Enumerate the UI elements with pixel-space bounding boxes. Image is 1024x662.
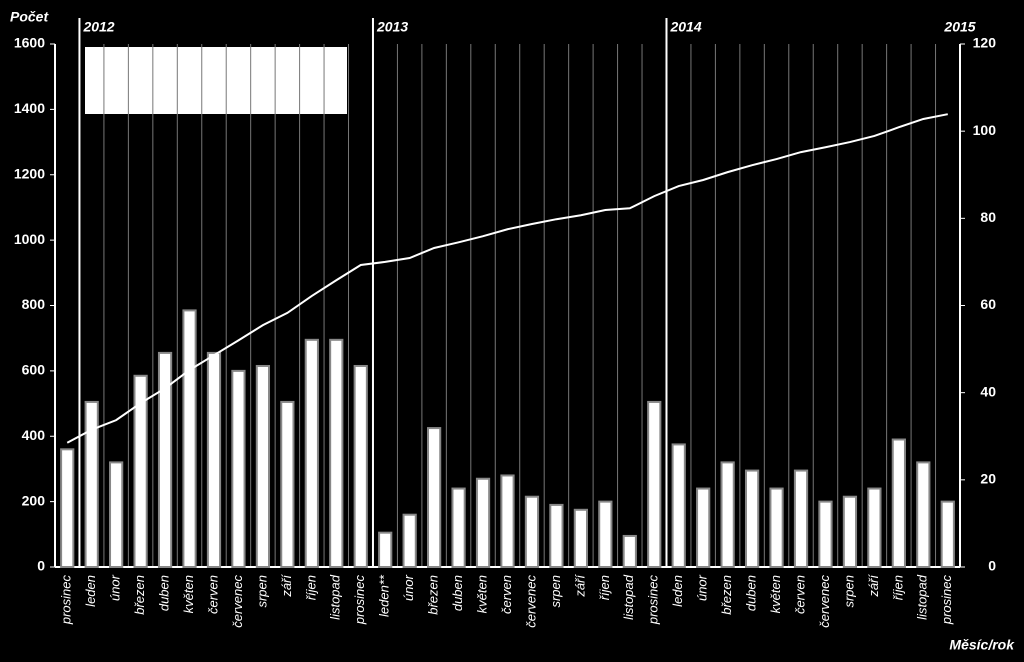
x-tick-label: červenec (523, 575, 538, 628)
x-tick-label: listopad (621, 574, 636, 620)
bar (769, 487, 784, 568)
y-tick-label: 1000 (14, 231, 45, 247)
y2-tick-label: 100 (973, 122, 997, 138)
bar (280, 400, 295, 568)
bar (402, 513, 417, 569)
bar (549, 503, 564, 568)
bar (329, 338, 344, 568)
year-label: 2014 (669, 19, 701, 35)
bar (696, 487, 711, 568)
bar (378, 531, 393, 568)
x-tick-label: duben (157, 575, 172, 611)
x-tick-label: červen (499, 575, 514, 614)
bar (133, 374, 148, 569)
bar (744, 469, 760, 568)
x-tick-label: březen (719, 575, 734, 615)
x-tick-label: červenec (230, 575, 245, 628)
x-tick-label: únor (401, 574, 416, 601)
x-tick-label: prosinec (352, 575, 367, 626)
x-tick-label: říjen (890, 575, 905, 600)
x-tick-label: únor (695, 574, 710, 601)
bar (157, 351, 173, 568)
x-tick-label: červenec (817, 575, 832, 628)
x-tick-label: leden (83, 575, 98, 607)
bar (475, 477, 491, 568)
y-axis-title: Počet (10, 9, 49, 25)
bar (84, 400, 99, 568)
y2-tick-label: 20 (980, 471, 996, 487)
y-tick-label: 1200 (14, 165, 45, 181)
x-tick-label: listopad (328, 574, 343, 620)
x-tick-label: duben (450, 575, 465, 611)
y-tick-label: 600 (22, 362, 46, 378)
y-tick-label: 0 (37, 558, 45, 574)
x-tick-label: listopad (915, 574, 930, 620)
x-tick-label: březen (132, 575, 147, 615)
x-tick-label: únor (108, 574, 123, 601)
bar (304, 338, 319, 568)
year-label: 2015 (943, 19, 975, 35)
x-tick-label: září (279, 574, 294, 598)
y-tick-label: 400 (22, 427, 46, 443)
x-tick-label: září (866, 574, 881, 598)
bar (353, 364, 368, 568)
x-tick-label: březen (426, 575, 441, 615)
bar (647, 400, 662, 568)
bar (598, 500, 613, 568)
y-tick-label: 800 (22, 296, 46, 312)
y2-tick-label: 60 (980, 296, 996, 312)
x-axis-title: Měsíc/rok (949, 637, 1015, 653)
bar (842, 495, 858, 568)
y-tick-label: 1400 (14, 100, 45, 116)
bar (206, 351, 222, 568)
bar (231, 369, 246, 568)
y2-tick-label: 40 (980, 383, 996, 399)
x-tick-label: prosinec (646, 575, 661, 626)
bar (109, 461, 124, 568)
bar (255, 364, 271, 568)
bar (671, 443, 686, 568)
x-tick-label: leden** (377, 574, 392, 617)
bar (500, 474, 515, 569)
bar (720, 461, 735, 568)
x-tick-label: květen (768, 575, 783, 613)
line (66, 113, 948, 444)
bar (940, 500, 955, 568)
y2-tick-label: 80 (980, 209, 996, 225)
bar (793, 469, 809, 568)
bar (818, 500, 833, 568)
x-tick-label: srpen (254, 575, 269, 608)
x-tick-label: říjen (597, 575, 612, 600)
x-tick-label: září (572, 574, 587, 598)
bar (182, 309, 197, 568)
bar (451, 487, 466, 568)
bar (891, 438, 906, 568)
year-label: 2012 (82, 19, 114, 35)
bar (622, 534, 637, 569)
x-tick-label: leden (670, 575, 685, 607)
x-tick-label: srpen (548, 575, 563, 608)
x-tick-label: prosinec (59, 575, 74, 626)
x-tick-label: říjen (303, 575, 318, 600)
bar (427, 427, 442, 568)
bar (524, 495, 540, 568)
x-tick-label: červen (792, 575, 807, 614)
year-label: 2013 (376, 19, 408, 35)
x-tick-label: duben (744, 575, 759, 611)
y-tick-label: 1600 (14, 35, 45, 51)
x-tick-label: květen (181, 575, 196, 613)
x-tick-label: srpen (841, 575, 856, 608)
x-tick-label: červen (205, 575, 220, 614)
legend-box (85, 47, 347, 114)
x-tick-label: květen (474, 575, 489, 613)
bar (60, 448, 75, 569)
bar (573, 508, 588, 568)
bar (867, 487, 882, 568)
bar (916, 461, 931, 568)
y-tick-label: 200 (22, 492, 46, 508)
y2-tick-label: 0 (988, 558, 996, 574)
y2-tick-label: 120 (973, 35, 997, 51)
x-tick-label: prosinec (939, 575, 954, 626)
